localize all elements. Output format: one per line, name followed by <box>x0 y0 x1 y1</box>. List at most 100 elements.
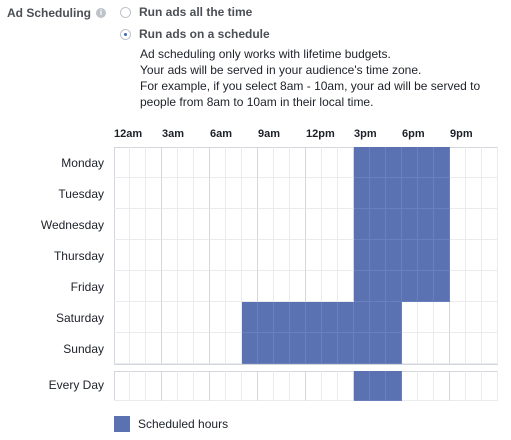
hour-cell[interactable] <box>354 302 370 333</box>
hour-cell[interactable] <box>386 271 402 302</box>
hour-cell[interactable] <box>322 178 338 209</box>
hour-cell[interactable] <box>466 371 482 401</box>
hour-cell[interactable] <box>146 178 162 209</box>
info-icon[interactable]: i <box>96 8 106 18</box>
hour-cell[interactable] <box>194 333 210 364</box>
hour-cell[interactable] <box>402 240 418 271</box>
hour-cell[interactable] <box>146 147 162 178</box>
hour-cell[interactable] <box>482 271 498 302</box>
hour-cell[interactable] <box>226 333 242 364</box>
hour-cell[interactable] <box>274 240 290 271</box>
hour-cell[interactable] <box>402 271 418 302</box>
run-on-schedule-label[interactable]: Run ads on a schedule <box>139 27 270 41</box>
hour-cell[interactable] <box>194 371 210 401</box>
hour-cell[interactable] <box>450 371 466 401</box>
hour-cell[interactable] <box>194 302 210 333</box>
run-on-schedule-radio[interactable] <box>120 28 131 40</box>
hour-cell[interactable] <box>306 371 322 401</box>
hour-cell[interactable] <box>482 333 498 364</box>
hour-cell[interactable] <box>146 333 162 364</box>
hour-cell[interactable] <box>194 271 210 302</box>
hour-cell[interactable] <box>290 302 306 333</box>
hour-cell[interactable] <box>146 271 162 302</box>
hour-cell[interactable] <box>146 302 162 333</box>
hour-cell[interactable] <box>482 240 498 271</box>
hour-cell[interactable] <box>130 371 146 401</box>
hour-cell[interactable] <box>258 178 274 209</box>
hour-cell[interactable] <box>242 371 258 401</box>
hour-cell[interactable] <box>146 209 162 240</box>
hour-cell[interactable] <box>226 147 242 178</box>
hour-cell[interactable] <box>210 333 226 364</box>
hour-cell[interactable] <box>242 302 258 333</box>
hour-cell[interactable] <box>386 240 402 271</box>
hour-cell[interactable] <box>466 209 482 240</box>
hour-cell[interactable] <box>274 333 290 364</box>
hour-cell[interactable] <box>466 147 482 178</box>
hour-cell[interactable] <box>226 371 242 401</box>
run-all-time-label[interactable]: Run ads all the time <box>139 5 253 19</box>
hour-cell[interactable] <box>210 147 226 178</box>
hour-cell[interactable] <box>354 371 370 401</box>
hour-cell[interactable] <box>274 302 290 333</box>
hour-cell[interactable] <box>242 333 258 364</box>
hour-cell[interactable] <box>178 147 194 178</box>
hour-cell[interactable] <box>482 302 498 333</box>
hour-cell[interactable] <box>434 209 450 240</box>
hour-cell[interactable] <box>418 209 434 240</box>
hour-cell[interactable] <box>130 333 146 364</box>
hour-cell[interactable] <box>194 240 210 271</box>
hour-cell[interactable] <box>274 147 290 178</box>
hour-cell[interactable] <box>114 209 130 240</box>
hour-cell[interactable] <box>258 240 274 271</box>
hour-cell[interactable] <box>418 147 434 178</box>
hour-cell[interactable] <box>226 240 242 271</box>
hour-cell[interactable] <box>322 371 338 401</box>
hour-cell[interactable] <box>434 271 450 302</box>
hour-cell[interactable] <box>418 271 434 302</box>
hour-cell[interactable] <box>402 371 418 401</box>
hour-cell[interactable] <box>210 178 226 209</box>
hour-cell[interactable] <box>418 371 434 401</box>
hour-cell[interactable] <box>386 147 402 178</box>
hour-cell[interactable] <box>418 333 434 364</box>
hour-cell[interactable] <box>322 302 338 333</box>
hour-cell[interactable] <box>482 209 498 240</box>
hour-cell[interactable] <box>258 209 274 240</box>
hour-cell[interactable] <box>130 147 146 178</box>
hour-cell[interactable] <box>194 147 210 178</box>
hour-cell[interactable] <box>434 147 450 178</box>
hour-cell[interactable] <box>162 371 178 401</box>
hour-cell[interactable] <box>130 271 146 302</box>
hour-cell[interactable] <box>114 271 130 302</box>
hour-cell[interactable] <box>290 240 306 271</box>
hour-cell[interactable] <box>226 209 242 240</box>
hour-cell[interactable] <box>386 333 402 364</box>
hour-cell[interactable] <box>466 302 482 333</box>
hour-cell[interactable] <box>306 209 322 240</box>
hour-cell[interactable] <box>178 302 194 333</box>
hour-cell[interactable] <box>402 209 418 240</box>
hour-cell[interactable] <box>242 240 258 271</box>
hour-cell[interactable] <box>322 271 338 302</box>
hour-cell[interactable] <box>210 302 226 333</box>
hour-cell[interactable] <box>130 178 146 209</box>
hour-cell[interactable] <box>354 333 370 364</box>
hour-cell[interactable] <box>258 271 274 302</box>
hour-cell[interactable] <box>482 178 498 209</box>
hour-cell[interactable] <box>114 147 130 178</box>
hour-cell[interactable] <box>130 240 146 271</box>
hour-cell[interactable] <box>242 178 258 209</box>
hour-cell[interactable] <box>178 271 194 302</box>
hour-cell[interactable] <box>162 240 178 271</box>
hour-cell[interactable] <box>322 147 338 178</box>
hour-cell[interactable] <box>210 371 226 401</box>
hour-cell[interactable] <box>258 302 274 333</box>
hour-cell[interactable] <box>450 271 466 302</box>
hour-cell[interactable] <box>194 178 210 209</box>
hour-cell[interactable] <box>274 178 290 209</box>
hour-cell[interactable] <box>402 333 418 364</box>
hour-cell[interactable] <box>434 371 450 401</box>
hour-cell[interactable] <box>226 178 242 209</box>
hour-cell[interactable] <box>338 240 354 271</box>
